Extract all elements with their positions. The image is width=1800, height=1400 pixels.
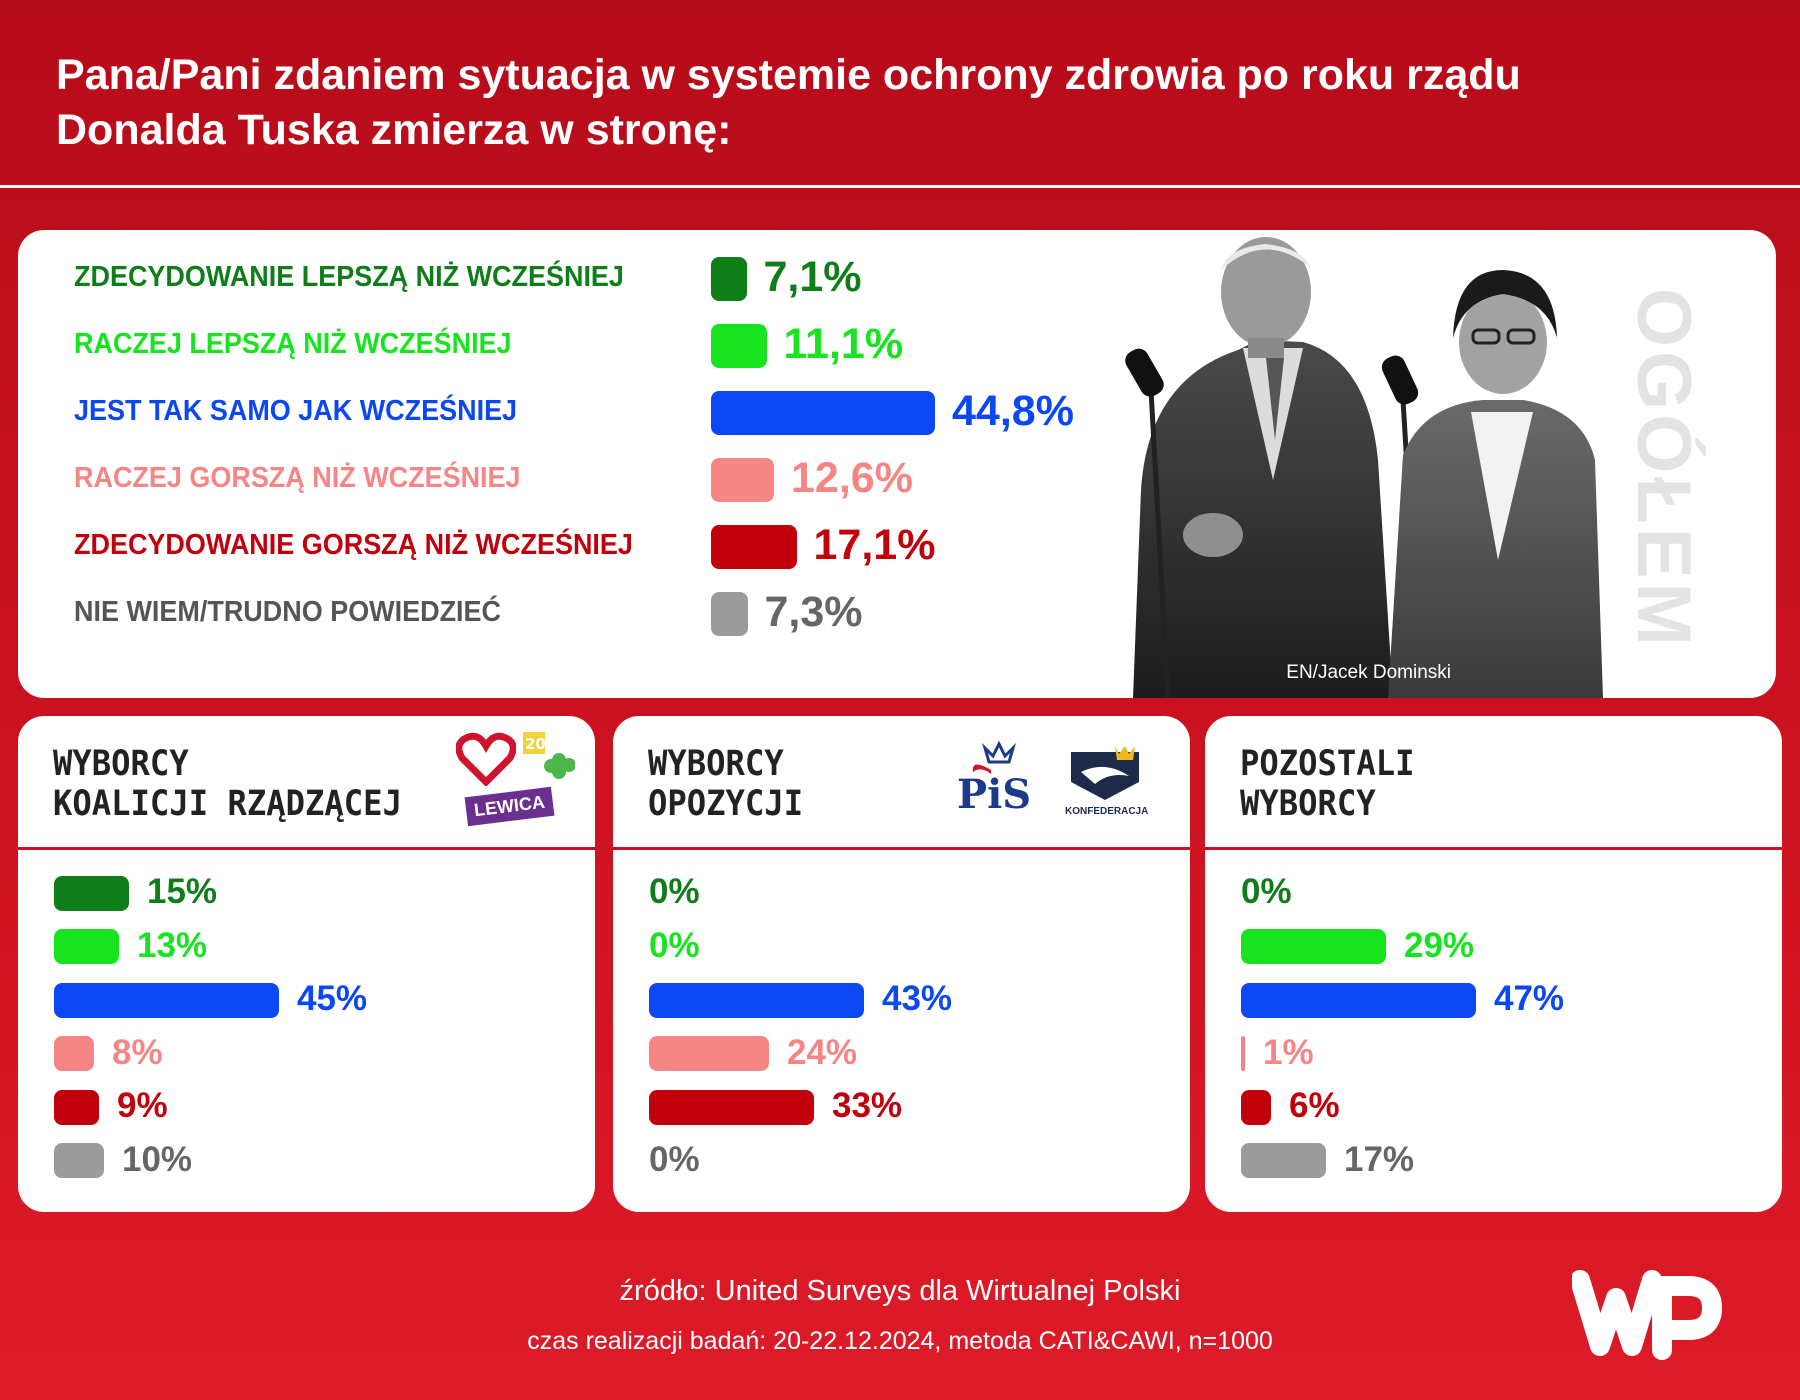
overall-value-rather_better: 11,1% [783, 320, 904, 368]
konfederacja-logo-icon [1071, 746, 1139, 800]
bar-rather_better [1241, 929, 1386, 964]
heart-logo-icon [456, 732, 516, 786]
answer-label-rather_better: RACZEJ LEPSZĄ NIŻ WCZEŚNIEJ [74, 328, 512, 360]
bar-dont_know [54, 1143, 104, 1178]
overall-bar-same [711, 391, 935, 435]
overall-bar-much_worse [711, 525, 797, 569]
coalition-title-line-1: WYBORCY [53, 744, 189, 784]
overall-bar-rather_better [711, 324, 767, 368]
bar-much_worse [1241, 1089, 1271, 1125]
bar-much_better [54, 875, 129, 911]
value-label-much_worse: 33% [832, 1086, 903, 1125]
others-separator [1205, 847, 1782, 850]
value-label-much_better: 15% [147, 872, 218, 911]
bar-much_worse [649, 1089, 814, 1125]
value-label-dont_know: 10% [122, 1139, 193, 1179]
answer-label-much_better: ZDECYDOWANIE LEPSZĄ NIŻ WCZEŚNIEJ [74, 261, 624, 293]
coalition-separator [18, 847, 595, 850]
politicians-photo [1125, 237, 1603, 698]
answer-label-rather_worse: RACZEJ GORSZĄ NIŻ WCZEŚNIEJ [74, 462, 521, 494]
others-card-title: POZOSTALI WYBORCY [1240, 744, 1414, 824]
overall-results-card: ZDECYDOWANIE LEPSZĄ NIŻ WCZEŚNIEJ 7,1% RAC… [18, 230, 1776, 698]
clover-logo-icon: 20 [523, 732, 575, 779]
overall-bar-rather_worse [711, 458, 774, 502]
bar-rather_better [54, 929, 119, 964]
value-label-same: 45% [297, 979, 368, 1018]
overall-value-much_better: 7,1% [763, 253, 862, 301]
pis-logo-icon: PiS [957, 740, 1031, 812]
overall-value-rather_worse: 12,6% [791, 454, 913, 502]
bar-much_worse [54, 1089, 99, 1125]
value-label-dont_know: 17% [1344, 1139, 1415, 1179]
coalition-voters-card: WYBORCY KOALICJI RZĄDZĄCEJ 20 LEWICA 15%… [18, 716, 595, 1212]
title-line-1: Pana/Pani zdaniem sytuacja w systemie oc… [56, 51, 1521, 99]
bar-rather_worse [1241, 1036, 1245, 1071]
overall-bar-much_better [711, 257, 747, 301]
chart-title: Pana/Pani zdaniem sytuacja w systemie oc… [56, 48, 1616, 158]
bar-rather_worse [54, 1036, 94, 1071]
other-voters-card: POZOSTALI WYBORCY 0% 29% 47% 1% 6% 17% [1205, 716, 1782, 1212]
bar-rather_worse [649, 1036, 769, 1071]
value-label-rather_better: 13% [137, 925, 208, 965]
value-label-much_worse: 9% [117, 1086, 168, 1125]
method-note: czas realizacji badań: 20-22.12.2024, me… [527, 1327, 1273, 1355]
pis-logo-text: PiS [957, 771, 1031, 812]
opposition-card-title: WYBORCY OPOZYCJI [648, 744, 803, 824]
answer-label-dont_know: NIE WIEM/TRUDNO POWIEDZIEĆ [74, 596, 502, 628]
overall-value-dont_know: 7,3% [764, 588, 863, 636]
photo-credit: EN/Jacek Dominski [1286, 662, 1451, 683]
overall-value-much_worse: 17,1% [813, 521, 936, 569]
others-title-line-2: WYBORCY [1240, 784, 1376, 824]
value-label-rather_worse: 24% [787, 1032, 858, 1072]
value-label-same: 47% [1494, 979, 1565, 1018]
value-label-dont_know: 0% [649, 1139, 700, 1179]
answer-label-much_worse: ZDECYDOWANIE GORSZĄ NIŻ WCZEŚNIEJ [74, 529, 633, 561]
opposition-voters-card: WYBORCY OPOZYCJI PiS KONFEDERACJA 0% 0% 43… [613, 716, 1190, 1212]
coalition-card-title: WYBORCY KOALICJI RZĄDZĄCEJ [53, 744, 402, 824]
title-line-2: Donalda Tuska zmierza w stronę: [56, 106, 732, 154]
opposition-title-line-2: OPOZYCJI [648, 784, 804, 824]
others-title-line-1: POZOSTALI [1240, 744, 1415, 784]
value-label-rather_better: 29% [1404, 925, 1475, 965]
overall-vertical-label: OGÓŁEM [1621, 288, 1706, 650]
lewica-logo: LEWICA [464, 786, 555, 827]
value-label-much_worse: 6% [1289, 1086, 1340, 1125]
value-label-much_better: 0% [649, 872, 700, 911]
value-label-rather_worse: 1% [1263, 1032, 1314, 1072]
photo: EN/Jacek Dominski [1103, 230, 1643, 698]
answer-label-same: JEST TAK SAMO JAK WCZEŚNIEJ [74, 395, 518, 427]
source-note: źródło: United Surveys dla Wirtualnej Po… [619, 1275, 1181, 1307]
value-label-much_better: 0% [1241, 872, 1292, 911]
coalition-title-line-2: KOALICJI RZĄDZĄCEJ [53, 784, 402, 824]
value-label-rather_better: 0% [649, 925, 700, 965]
bar-same [1241, 982, 1476, 1018]
bar-same [54, 982, 279, 1018]
konfederacja-logo-label: KONFEDERACJA [1065, 806, 1149, 817]
title-divider [0, 185, 1800, 188]
bar-same [649, 982, 864, 1018]
bar-dont_know [1241, 1143, 1326, 1178]
svg-text:20: 20 [525, 735, 546, 753]
opposition-separator [613, 847, 1190, 850]
value-label-rather_worse: 8% [112, 1032, 163, 1072]
overall-value-same: 44,8% [952, 387, 1074, 435]
overall-bar-dont_know [711, 592, 748, 636]
value-label-same: 43% [882, 979, 953, 1018]
opposition-title-line-1: WYBORCY [648, 744, 784, 784]
wp-logo-icon [1572, 1270, 1722, 1360]
